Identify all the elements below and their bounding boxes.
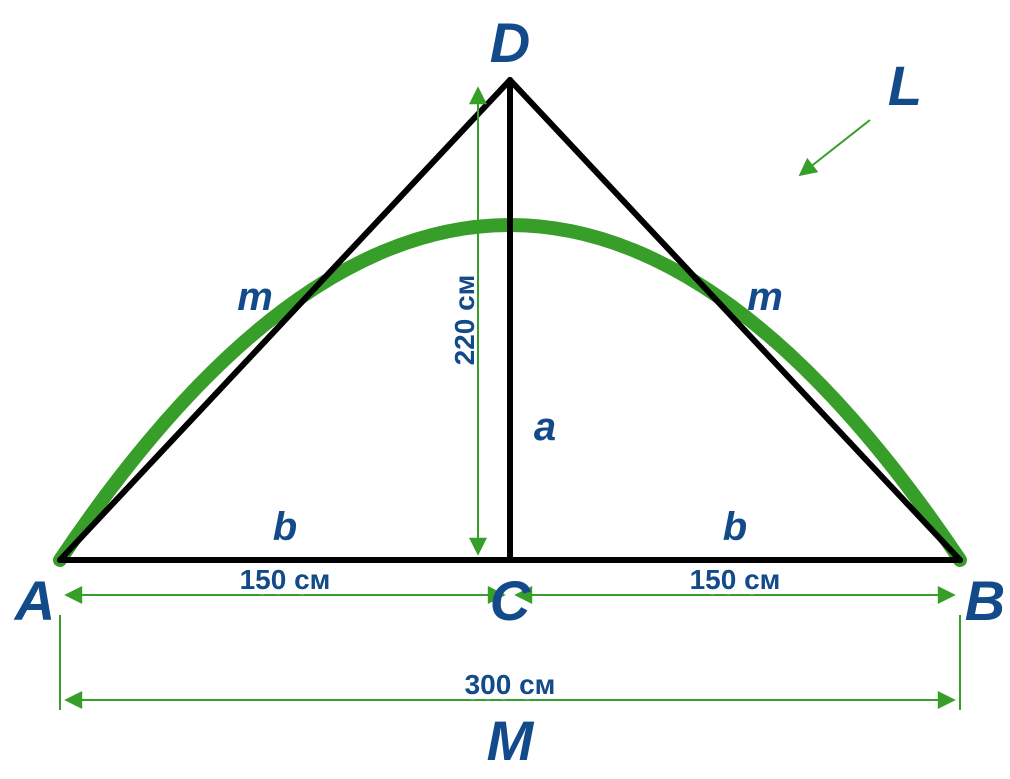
- label-m-left: m: [237, 275, 273, 319]
- dim-text-ab: 300 см: [465, 669, 556, 700]
- diagram: D A B C L M m m a b b 150 см 150 см 300 …: [0, 0, 1010, 779]
- label-m: M: [487, 709, 535, 772]
- label-b: B: [965, 569, 1005, 632]
- label-a: A: [13, 569, 55, 632]
- label-c: C: [490, 569, 532, 632]
- label-l: L: [888, 54, 922, 117]
- label-b-right: b: [723, 505, 747, 549]
- dim-text-cd: 220 см: [449, 275, 480, 366]
- line-ad: [60, 80, 510, 560]
- pointer-l: [800, 120, 870, 175]
- label-b-left: b: [273, 505, 297, 549]
- dim-text-cb: 150 см: [690, 564, 781, 595]
- dim-text-ac: 150 см: [240, 564, 331, 595]
- label-a-side: a: [534, 405, 556, 449]
- label-m-right: m: [747, 275, 783, 319]
- line-bd: [510, 80, 960, 560]
- label-d: D: [490, 11, 530, 74]
